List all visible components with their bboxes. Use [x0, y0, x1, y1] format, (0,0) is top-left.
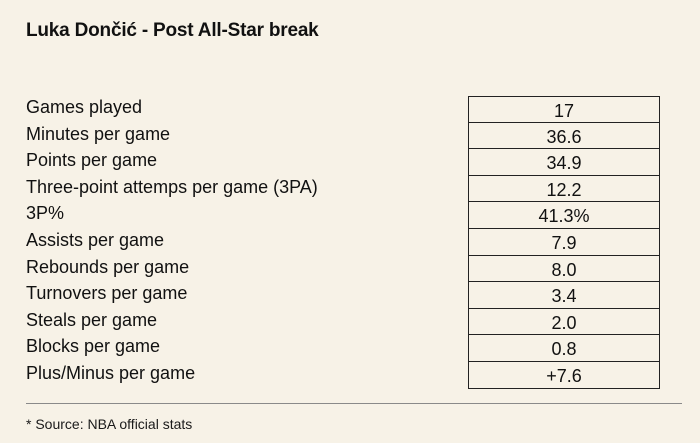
- stat-value: 34.9: [468, 149, 660, 176]
- stat-row-points: Points per game 34.9: [26, 149, 664, 176]
- stat-row-games-played: Games played 17: [26, 96, 664, 123]
- stat-label: 3P%: [26, 203, 65, 224]
- stat-row-plus-minus: Plus/Minus per game +7.6: [26, 361, 664, 389]
- stat-value: +7.6: [468, 361, 660, 389]
- stat-row-blocks: Blocks per game 0.8: [26, 335, 664, 362]
- stat-value: 36.6: [468, 122, 660, 150]
- stat-label: Steals per game: [26, 309, 158, 330]
- stat-value: 2.0: [468, 308, 660, 336]
- source-note: * Source: NBA official stats: [26, 416, 193, 432]
- stat-value: 0.8: [468, 335, 660, 362]
- stat-value: 8.0: [468, 255, 660, 283]
- stat-value: 7.9: [468, 228, 660, 256]
- stat-value: 41.3%: [468, 202, 660, 229]
- stat-row-minutes: Minutes per game 36.6: [26, 122, 664, 150]
- stat-value: 17: [468, 96, 660, 123]
- stat-row-three-point-percentage: 3P% 41.3%: [26, 202, 664, 229]
- stat-value: 3.4: [468, 282, 660, 309]
- stat-label: Games played: [26, 97, 143, 117]
- stat-row-turnovers: Turnovers per game 3.4: [26, 282, 664, 309]
- stat-label: Three-point attemps per game (3PA): [26, 176, 318, 197]
- stat-label: Plus/Minus per game: [26, 362, 196, 383]
- stat-row-assists: Assists per game 7.9: [26, 228, 664, 256]
- stat-row-rebounds: Rebounds per game 8.0: [26, 255, 664, 283]
- stat-row-three-point-attempts: Three-point attemps per game (3PA) 12.2: [26, 175, 664, 203]
- stat-label: Points per game: [26, 150, 158, 171]
- footer-divider: [26, 403, 682, 404]
- stat-label: Rebounds per game: [26, 256, 190, 277]
- stats-table: Games played 17 Minutes per game 36.6 Po…: [26, 96, 664, 389]
- stat-label: Minutes per game: [26, 123, 171, 144]
- stat-value: 12.2: [468, 175, 660, 203]
- stat-label: Assists per game: [26, 229, 165, 250]
- stat-row-steals: Steals per game 2.0: [26, 308, 664, 336]
- stat-label: Turnovers per game: [26, 283, 188, 304]
- stat-label: Blocks per game: [26, 336, 161, 357]
- page-title: Luka Dončić - Post All-Star break: [26, 20, 319, 41]
